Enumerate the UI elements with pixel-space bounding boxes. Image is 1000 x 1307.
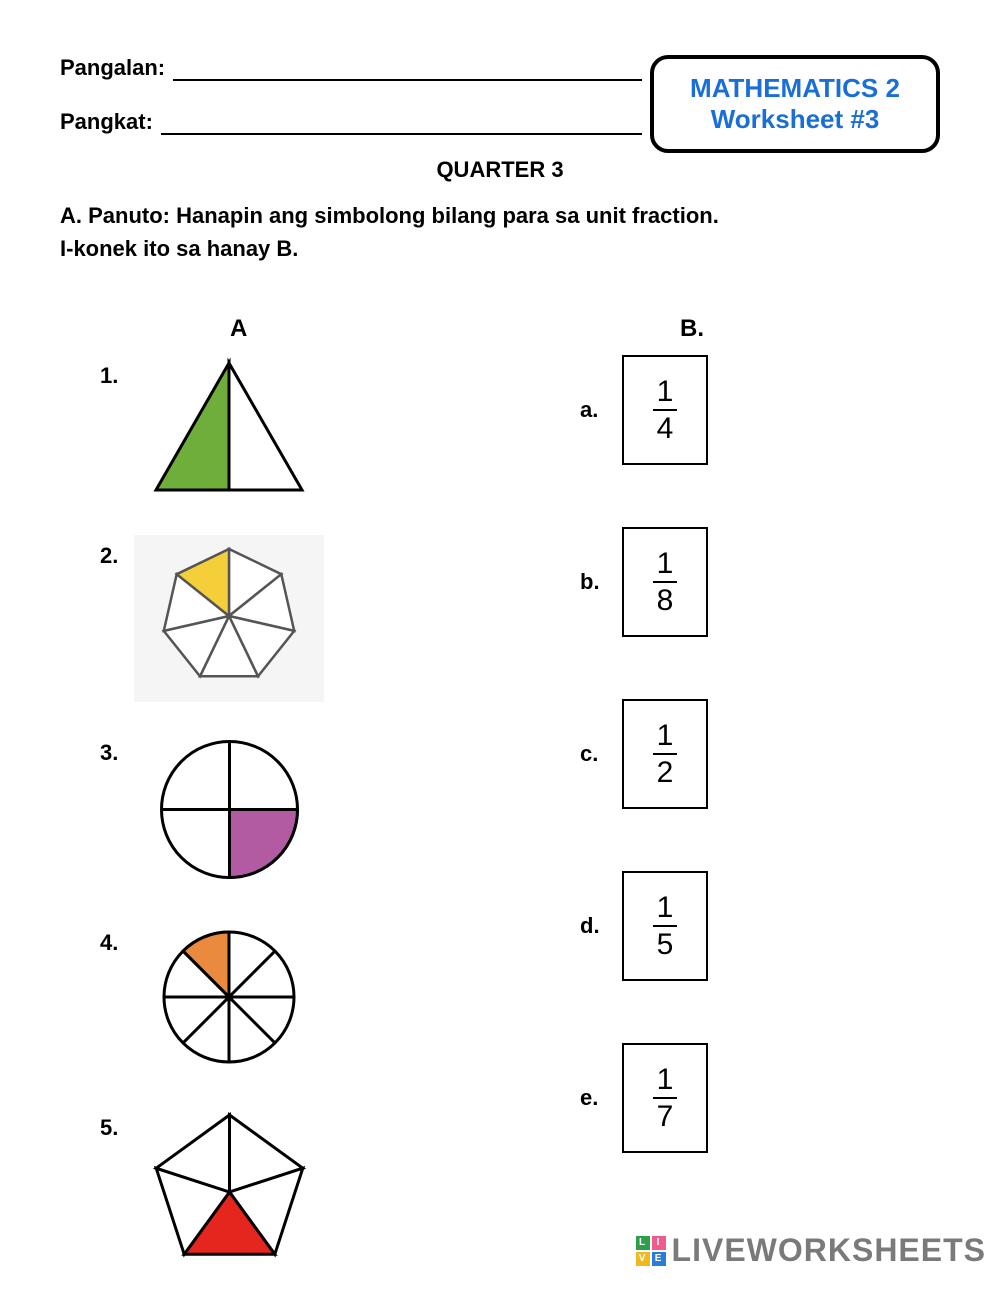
answer-c[interactable]: c. 1 2 <box>580 699 940 809</box>
fraction-e: 1 7 <box>653 1064 678 1133</box>
question-5[interactable]: 5. <box>100 1107 460 1277</box>
title-line-2: Worksheet #3 <box>676 104 914 135</box>
worksheet-page: Pangalan: Pangkat: MATHEMATICS 2 Workshe… <box>0 0 1000 1307</box>
name-input-line[interactable] <box>173 59 642 81</box>
instructions: A. Panuto: Hanapin ang simbolong bilang … <box>60 199 940 265</box>
title-line-1: MATHEMATICS 2 <box>676 73 914 104</box>
instruction-line-2: I-konek ito sa hanay B. <box>60 232 940 265</box>
question-3[interactable]: 3. <box>100 732 460 892</box>
question-3-number: 3. <box>100 732 134 766</box>
fraction-box-b: 1 8 <box>622 527 708 637</box>
column-a-head: A <box>150 315 460 343</box>
column-a: A 1. 2. <box>100 315 460 1307</box>
header: Pangalan: Pangkat: MATHEMATICS 2 Workshe… <box>60 55 940 163</box>
question-5-number: 5. <box>100 1107 134 1141</box>
question-2[interactable]: 2. <box>100 535 460 702</box>
fraction-a-den: 4 <box>653 411 678 445</box>
student-fields: Pangalan: Pangkat: <box>60 55 642 163</box>
fraction-d-num: 1 <box>653 892 678 928</box>
fraction-c-den: 2 <box>653 755 678 789</box>
watermark-logo-icon: L I V E <box>636 1236 666 1266</box>
question-4[interactable]: 4. <box>100 922 460 1077</box>
fraction-e-num: 1 <box>653 1064 678 1100</box>
answer-d-label: d. <box>580 913 622 939</box>
answer-a-label: a. <box>580 397 622 423</box>
fraction-c: 1 2 <box>653 720 678 789</box>
instruction-line-1: A. Panuto: Hanapin ang simbolong bilang … <box>60 199 940 232</box>
fraction-a: 1 4 <box>653 376 678 445</box>
fraction-box-d: 1 5 <box>622 871 708 981</box>
group-field: Pangkat: <box>60 109 642 135</box>
fraction-b: 1 8 <box>653 548 678 617</box>
question-1-number: 1. <box>100 355 134 389</box>
fraction-box-e: 1 7 <box>622 1043 708 1153</box>
answer-d[interactable]: d. 1 5 <box>580 871 940 981</box>
fraction-d-den: 5 <box>653 927 678 961</box>
fraction-a-num: 1 <box>653 376 678 412</box>
question-4-number: 4. <box>100 922 134 956</box>
answer-b[interactable]: b. 1 8 <box>580 527 940 637</box>
fraction-b-num: 1 <box>653 548 678 584</box>
fraction-c-num: 1 <box>653 720 678 756</box>
group-input-line[interactable] <box>161 113 642 135</box>
name-field: Pangalan: <box>60 55 642 81</box>
question-2-number: 2. <box>100 535 134 569</box>
watermark-text: LIVEWORKSHEETS <box>672 1232 986 1269</box>
answer-e[interactable]: e. 1 7 <box>580 1043 940 1153</box>
fraction-box-c: 1 2 <box>622 699 708 809</box>
fraction-box-a: 1 4 <box>622 355 708 465</box>
circle-eighth-icon <box>134 922 324 1077</box>
name-label: Pangalan: <box>60 55 165 81</box>
triangle-half-icon <box>134 355 324 505</box>
answer-e-label: e. <box>580 1085 622 1111</box>
answer-a[interactable]: a. 1 4 <box>580 355 940 465</box>
fraction-e-den: 7 <box>653 1099 678 1133</box>
column-b-head: B. <box>580 315 940 343</box>
circle-quarter-icon <box>134 732 324 892</box>
title-box: MATHEMATICS 2 Worksheet #3 <box>650 55 940 153</box>
question-1[interactable]: 1. <box>100 355 460 505</box>
heptagon-seventh-icon <box>134 535 324 702</box>
answer-c-label: c. <box>580 741 622 767</box>
fraction-d: 1 5 <box>653 892 678 961</box>
watermark: L I V E LIVEWORKSHEETS <box>636 1232 986 1269</box>
group-label: Pangkat: <box>60 109 153 135</box>
pentagon-fifth-icon <box>134 1107 324 1277</box>
fraction-b-den: 8 <box>653 583 678 617</box>
column-b: B. a. 1 4 b. 1 8 <box>460 315 940 1307</box>
answer-b-label: b. <box>580 569 622 595</box>
matching-columns: A 1. 2. <box>60 315 940 1307</box>
